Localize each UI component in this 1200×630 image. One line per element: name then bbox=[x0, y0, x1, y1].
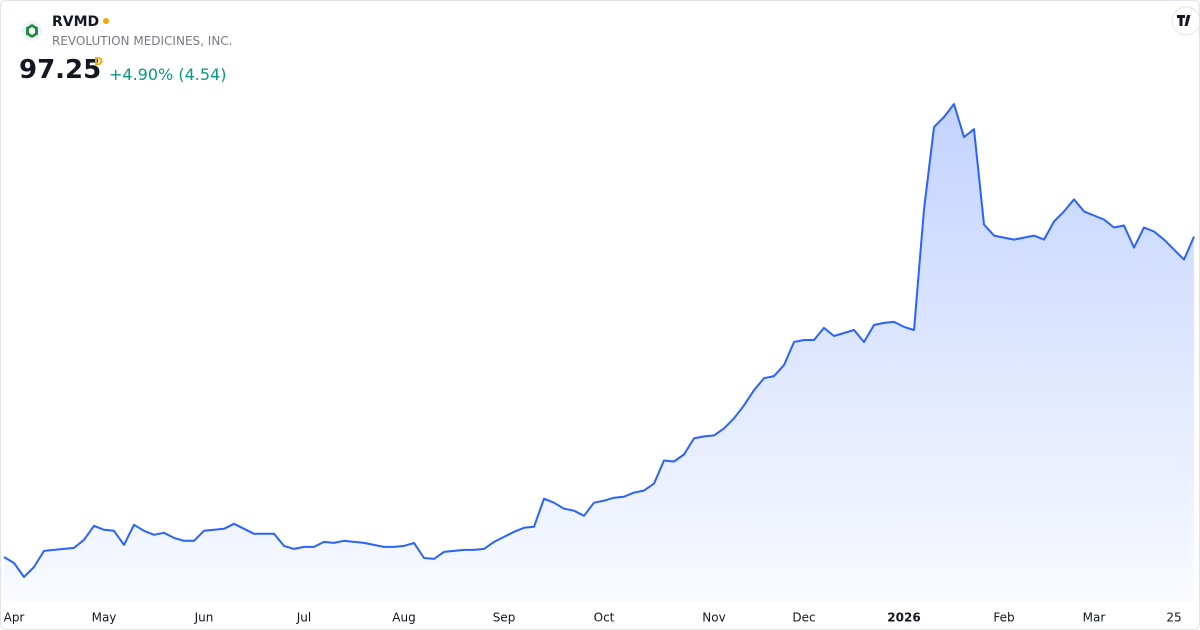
x-tick-label: Feb bbox=[993, 611, 1014, 625]
price-change: +4.90% (4.54) bbox=[109, 65, 227, 84]
x-tick-label: Apr bbox=[4, 611, 25, 625]
x-tick-label: Jul bbox=[296, 611, 311, 625]
x-tick-label: May bbox=[92, 611, 117, 625]
tradingview-logo[interactable] bbox=[1171, 6, 1200, 36]
status-dot bbox=[103, 18, 110, 24]
area-fill bbox=[4, 104, 1194, 601]
x-tick-label: Jun bbox=[194, 611, 214, 625]
symbol: RVMD bbox=[52, 14, 110, 30]
company-name: REVOLUTION MEDICINES, INC. bbox=[52, 34, 233, 48]
x-tick-label: Sep bbox=[493, 611, 516, 625]
x-tick-label: 2026 bbox=[887, 611, 920, 625]
resolution: D bbox=[94, 55, 104, 68]
symbol-text: RVMD bbox=[52, 14, 100, 30]
x-tick-label: Aug bbox=[392, 611, 415, 625]
x-tick-label: Dec bbox=[792, 611, 815, 625]
x-tick-label: 25 bbox=[1166, 611, 1181, 625]
x-tick-label: Oct bbox=[594, 611, 615, 625]
x-tick-label: Mar bbox=[1083, 611, 1106, 625]
last-price: 97.25 bbox=[19, 55, 102, 85]
x-tick-label: Nov bbox=[702, 611, 725, 625]
price-line bbox=[3, 103, 1195, 578]
symbol-logo bbox=[22, 21, 42, 41]
